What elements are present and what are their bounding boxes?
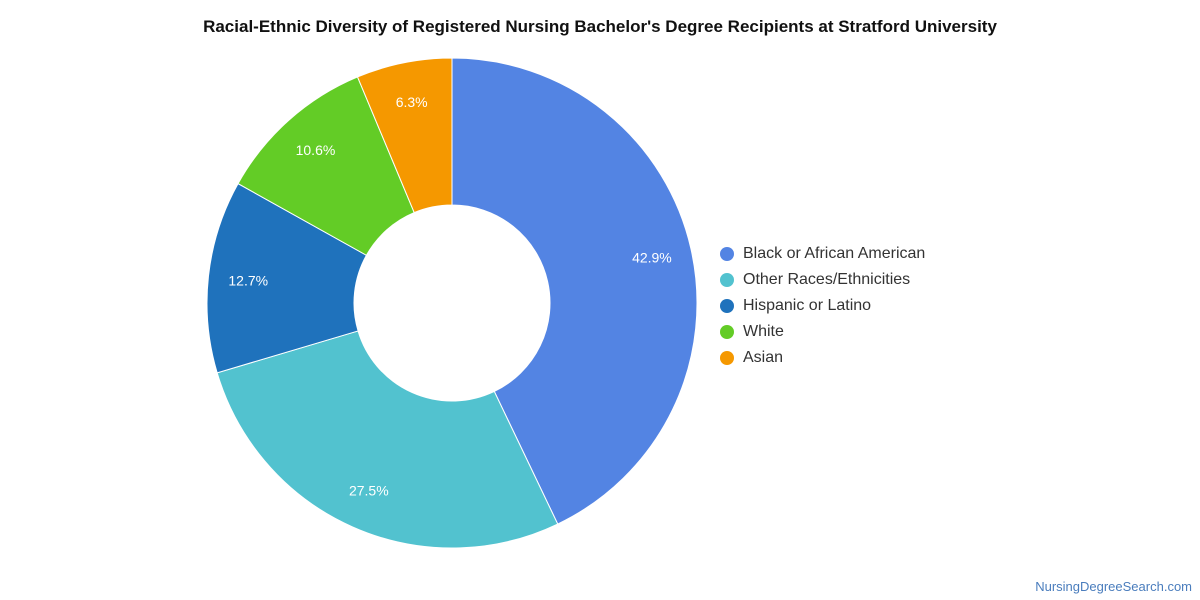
legend-label-4: Asian xyxy=(743,349,784,366)
slice-label-3: 10.6% xyxy=(296,142,336,158)
legend-item-1[interactable]: Other Races/Ethnicities xyxy=(720,267,925,293)
slice-1[interactable] xyxy=(216,330,559,549)
legend-item-2[interactable]: Hispanic or Latino xyxy=(720,293,925,319)
slice-3[interactable] xyxy=(237,76,415,256)
legend-item-0[interactable]: Black or African American xyxy=(720,241,925,267)
chart-legend: Black or African American Other Races/Eth… xyxy=(720,241,925,371)
slice-4[interactable] xyxy=(356,57,453,214)
chart-title: Racial-Ethnic Diversity of Registered Nu… xyxy=(203,17,997,36)
slice-label-0: 42.9% xyxy=(632,250,672,266)
legend-label-1: Other Races/Ethnicities xyxy=(743,271,911,288)
legend-swatch-4 xyxy=(720,351,734,365)
legend-swatch-3 xyxy=(720,325,734,339)
slice-label-4: 6.3% xyxy=(396,94,428,110)
legend-label-3: White xyxy=(743,323,784,340)
legend-swatch-0 xyxy=(720,247,734,261)
legend-swatch-1 xyxy=(720,273,734,287)
slice-0[interactable] xyxy=(451,57,698,525)
slice-label-1: 27.5% xyxy=(349,482,389,498)
legend-item-4[interactable]: Asian xyxy=(720,345,925,371)
legend-item-3[interactable]: White xyxy=(720,319,925,345)
source-link[interactable]: NursingDegreeSearch.com xyxy=(1035,579,1192,594)
legend-label-0: Black or African American xyxy=(743,245,926,262)
legend-swatch-2 xyxy=(720,299,734,313)
legend-label-2: Hispanic or Latino xyxy=(743,297,872,314)
slice-2[interactable] xyxy=(206,182,368,374)
slice-label-2: 12.7% xyxy=(228,273,268,289)
